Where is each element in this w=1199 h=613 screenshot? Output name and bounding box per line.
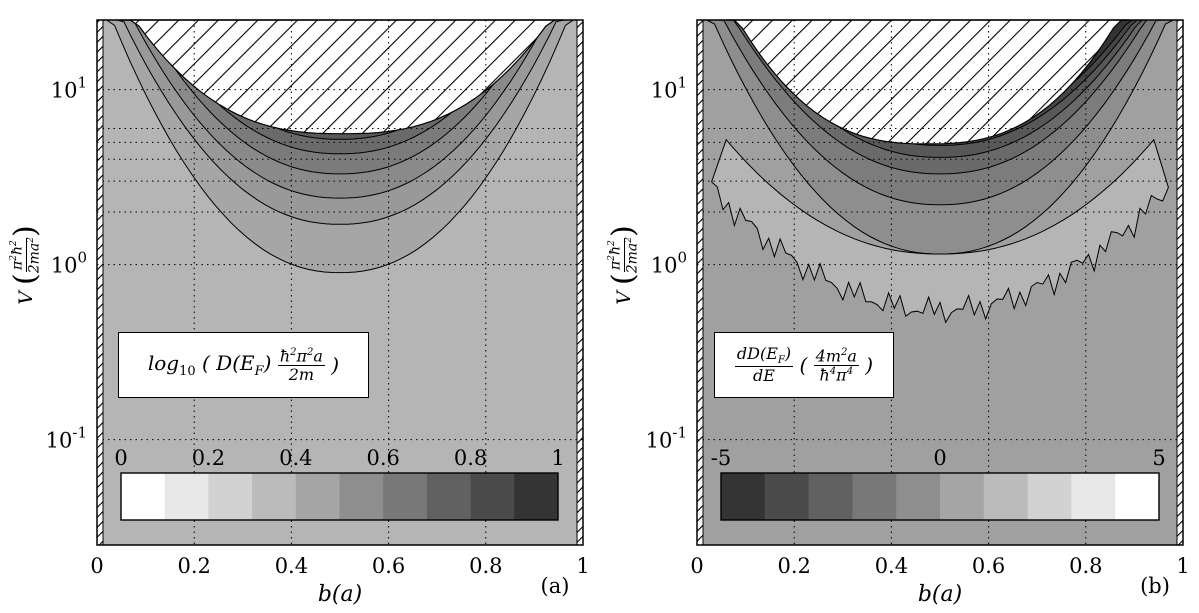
b-y-tick-label: 100 (651, 249, 687, 278)
a-y-tick-label: 10-1 (46, 424, 87, 453)
b-x-tick-label: 0.2 (777, 554, 810, 578)
panel-b-x-label: b(a) (918, 582, 962, 607)
b-colorbar-tick-label: -5 (711, 446, 731, 470)
a-colorbar-cell (514, 473, 559, 520)
a-colorbar-tick-label: 0.6 (366, 446, 399, 470)
panel-a-grid (97, 20, 583, 545)
a-colorbar-tick-label: 1 (551, 446, 564, 470)
panel-a-colorbar (120, 472, 559, 521)
b-colorbar-cell (852, 473, 897, 520)
a-colorbar-tick-label: 0.2 (192, 446, 225, 470)
panel-a-colorbar-ticks: 0 0.2 0.4 0.6 0.8 1 (114, 446, 564, 470)
panel-a-label: (a) (541, 574, 570, 598)
panel-a-hatched-region (121, 19, 564, 135)
b-x-tick-label: 0.8 (1069, 554, 1102, 578)
a-colorbar-cell (121, 473, 166, 520)
b-colorbar-cell (721, 473, 766, 520)
a-x-tick-label: 0.4 (275, 554, 308, 578)
a-y-tick-label: 101 (51, 74, 87, 103)
a-colorbar-cell (164, 473, 209, 520)
b-colorbar-cell (1115, 473, 1160, 520)
panel-b-y-ticks: 10-1 100 101 (646, 74, 687, 453)
a-colorbar-tick-label: 0 (114, 446, 127, 470)
a-colorbar-cell (295, 473, 340, 520)
a-colorbar-cell (470, 473, 515, 520)
b-light-band (711, 138, 1169, 324)
panel-b-y-label-unit: V ( π2ħ2 2ma2 ) (606, 225, 641, 305)
a-x-tick-label: 0.6 (372, 554, 405, 578)
panel-a-legend: log10 ( D(EF) ħ2π2a 2m ) (118, 332, 369, 398)
panel-a-y-label-unit: V ( π2ħ2 2ma2 ) (8, 225, 43, 305)
b-colorbar-frame (720, 472, 1160, 521)
a-x-tick-label: 0 (90, 554, 103, 578)
b-x-tick-label: 0.6 (972, 554, 1005, 578)
a-colorbar-cell (426, 473, 471, 520)
b-colorbar-cell (896, 473, 941, 520)
b-y-tick-label: 10-1 (646, 424, 687, 453)
a-y-tick-label: 100 (51, 249, 87, 278)
a-x-tick-label: 0.2 (177, 554, 210, 578)
a-colorbar-tick-label: 0.8 (454, 446, 487, 470)
b-x-tick-label: 0 (690, 554, 703, 578)
panel-b-right-wall (1176, 19, 1184, 546)
panel-b-frame (696, 19, 1184, 546)
panel-b-legend: dD(EF) dE ( 4m2a ħ4π4 ) (714, 332, 894, 398)
b-y-tick-label: 101 (651, 74, 687, 103)
a-colorbar-cell (252, 473, 297, 520)
panel-a-x-ticks: 0 0.2 0.4 0.6 0.8 1 (90, 554, 589, 578)
panel-a-y-ticks: 10-1 100 101 (46, 74, 87, 453)
panel-b-colorbar-ticks: -5 0 5 (711, 446, 1166, 470)
b-x-tick-label: 1 (1176, 554, 1189, 578)
b-colorbar-cell (940, 473, 985, 520)
panel-b: -5 0 5 0 0.2 0.4 0.6 0.8 1 10-1 100 101 b(a) (b) (646, 19, 1190, 607)
panel-a-x-label: b(a) (318, 582, 362, 607)
panel-a: 0 0.2 0.4 0.6 0.8 1 0 0.2 0.4 0.6 0.8 1 10-1 100 101… (46, 19, 590, 607)
panel-a-right-wall (576, 19, 584, 546)
panel-a-frame (96, 19, 584, 546)
b-colorbar-tick-label: 5 (1152, 446, 1165, 470)
a-colorbar-tick-label: 0.4 (279, 446, 312, 470)
a-colorbar-frame (120, 472, 559, 521)
panel-a-left-wall (96, 19, 104, 546)
b-colorbar-cell (808, 473, 853, 520)
b-colorbar-cell (764, 473, 809, 520)
a-colorbar-cell (383, 473, 428, 520)
a-x-tick-label: 0.8 (469, 554, 502, 578)
panel-b-grid (697, 20, 1183, 545)
panel-b-colorbar (720, 472, 1160, 521)
a-colorbar-cell (339, 473, 384, 520)
b-colorbar-cell (1071, 473, 1116, 520)
b-colorbar-tick-label: 0 (933, 446, 946, 470)
b-colorbar-cell (1027, 473, 1072, 520)
a-x-tick-label: 1 (576, 554, 589, 578)
panel-b-hatched-region (726, 19, 1130, 145)
b-x-tick-label: 0.4 (875, 554, 908, 578)
panel-b-left-wall (696, 19, 704, 546)
b-colorbar-cell (983, 473, 1028, 520)
panel-b-x-ticks: 0 0.2 0.4 0.6 0.8 1 (690, 554, 1189, 578)
a-colorbar-cell (208, 473, 253, 520)
panel-b-label: (b) (1140, 574, 1170, 598)
